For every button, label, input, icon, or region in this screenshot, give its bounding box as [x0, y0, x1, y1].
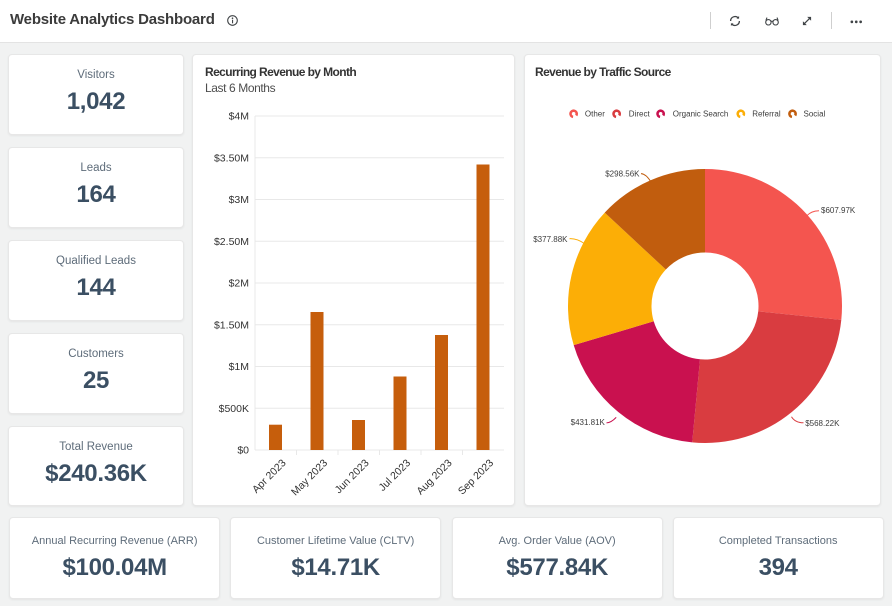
svg-text:$4M: $4M [229, 111, 249, 123]
svg-text:$3.50M: $3.50M [214, 152, 249, 164]
svg-text:$2M: $2M [229, 278, 249, 290]
svg-text:$0: $0 [237, 445, 249, 457]
svg-text:$500K: $500K [219, 403, 249, 415]
svg-text:$431.81K: $431.81K [571, 418, 606, 427]
svg-text:Jul 2023: Jul 2023 [377, 457, 414, 494]
svg-text:Aug 2023: Aug 2023 [414, 457, 454, 497]
svg-text:$1.50M: $1.50M [214, 319, 249, 331]
svg-text:Organic Search: Organic Search [673, 110, 729, 119]
svg-text:Social: Social [804, 110, 826, 119]
svg-text:$1M: $1M [229, 361, 249, 373]
svg-text:$377.88K: $377.88K [533, 235, 568, 244]
svg-text:Apr 2023: Apr 2023 [250, 457, 289, 496]
svg-text:Sep 2023: Sep 2023 [456, 457, 496, 497]
svg-text:Referral: Referral [752, 110, 781, 119]
svg-text:Jun 2023: Jun 2023 [333, 457, 372, 496]
svg-text:$568.22K: $568.22K [805, 419, 840, 428]
svg-text:$298.56K: $298.56K [605, 169, 640, 178]
svg-text:$2.50M: $2.50M [214, 236, 249, 248]
svg-text:Other: Other [585, 110, 605, 119]
svg-text:$607.97K: $607.97K [821, 206, 856, 215]
svg-text:Direct: Direct [629, 110, 651, 119]
svg-text:May 2023: May 2023 [289, 457, 330, 498]
svg-text:$3M: $3M [229, 194, 249, 206]
